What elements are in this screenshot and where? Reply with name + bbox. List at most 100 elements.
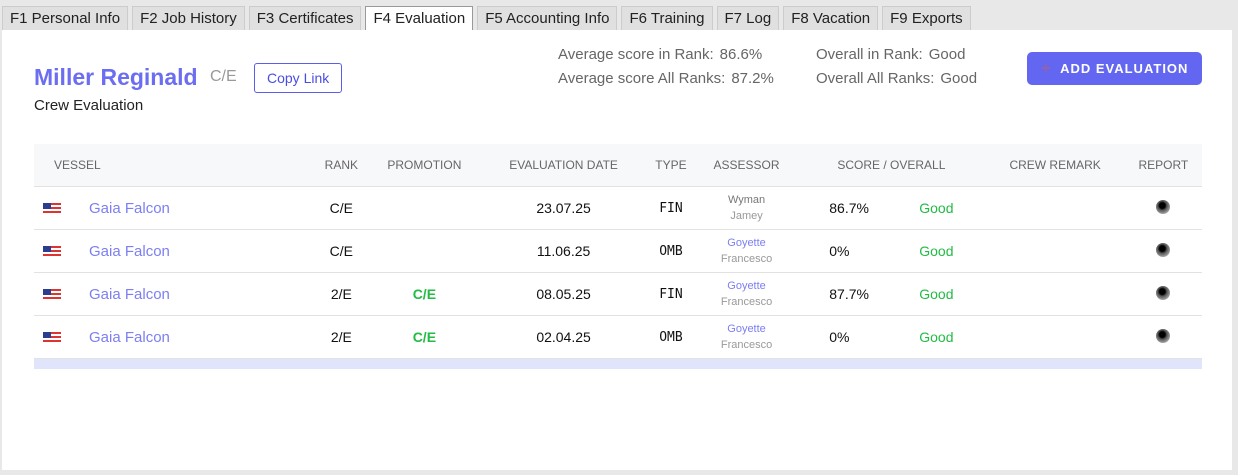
eye-icon[interactable]	[1156, 199, 1171, 214]
tab-f2[interactable]: F2 Job History	[132, 6, 245, 31]
score-cell: 87.7% Good	[797, 272, 986, 316]
type-cell: FIN	[646, 186, 696, 230]
tab-f3[interactable]: F3 Certificates	[248, 6, 362, 31]
footer-bar	[34, 358, 1202, 369]
assessor-first-name: Francesco	[720, 253, 773, 265]
score-cell: 0% Good	[797, 229, 986, 273]
type-cell: OMB	[646, 229, 696, 273]
assessor-last-name: Goyette	[727, 280, 766, 292]
vessel-link[interactable]: Gaia Falcon	[89, 242, 170, 260]
score-value: 86.7%	[829, 200, 869, 216]
vessel-cell: Gaia Falcon	[34, 186, 315, 230]
assessor-cell: Goyette Francesco	[695, 272, 798, 316]
table-row: Gaia Falcon 2/E C/E 02.04.25 OMB Goyette…	[34, 315, 1202, 359]
column-header-type: TYPE	[646, 144, 696, 187]
assessor-first-name: Francesco	[720, 339, 773, 351]
promotion-cell	[367, 186, 482, 230]
overall-all: Overall All Ranks: Good	[816, 70, 977, 87]
column-header-rank: RANK	[315, 144, 368, 187]
column-header-vessel: VESSEL	[34, 144, 315, 187]
overall-value: Good	[919, 286, 954, 302]
date-cell: 23.07.25	[481, 186, 647, 230]
tab-f6[interactable]: F6 Training	[621, 6, 713, 31]
vessel-link[interactable]: Gaia Falcon	[89, 199, 170, 217]
assessor-first-name: Francesco	[720, 296, 773, 308]
assessor-cell: Wyman Jamey	[695, 186, 798, 230]
table-row: Gaia Falcon 2/E C/E 08.05.25 FIN Goyette…	[34, 272, 1202, 316]
rank-cell: C/E	[315, 186, 368, 230]
score-cell: 86.7% Good	[797, 186, 986, 230]
overall-all-label: Overall All Ranks:	[816, 70, 935, 87]
page-subtitle: Crew Evaluation	[34, 97, 144, 114]
flag-icon	[43, 331, 61, 344]
assessor-cell: Goyette Francesco	[695, 229, 798, 273]
tab-f9[interactable]: F9 Exports	[882, 6, 971, 31]
plus-icon: +	[1040, 58, 1053, 78]
vessel-cell: Gaia Falcon	[34, 272, 315, 316]
type-cell: OMB	[646, 315, 696, 359]
crew-name: Miller Reginald	[34, 64, 198, 90]
flag-icon	[43, 245, 61, 258]
score-value: 0%	[829, 243, 850, 259]
crew-remark-cell	[985, 229, 1125, 273]
report-cell	[1124, 229, 1202, 273]
type-cell: FIN	[646, 272, 696, 316]
rank-cell: 2/E	[315, 315, 368, 359]
score-value: 87.7%	[829, 286, 869, 302]
promotion-cell: C/E	[367, 315, 482, 359]
tab-f4[interactable]: F4 Evaluation	[365, 6, 474, 31]
avg-score-all: Average score All Ranks: 87.2%	[558, 70, 774, 87]
column-header-promotion: PROMOTION	[367, 144, 482, 187]
overall-all-value: Good	[940, 70, 978, 87]
overall-value: Good	[919, 243, 954, 259]
table-footer	[34, 358, 1202, 369]
crew-rank: C/E	[210, 68, 237, 85]
table-row: Gaia Falcon C/E 23.07.25 FIN Wyman Jamey …	[34, 186, 1202, 230]
avg-rank-value: 86.6%	[719, 46, 763, 63]
crew-remark-cell	[985, 315, 1125, 359]
vessel-link[interactable]: Gaia Falcon	[89, 328, 170, 346]
eye-icon[interactable]	[1156, 242, 1171, 257]
assessor-last-name: Goyette	[727, 323, 766, 335]
flag-icon	[43, 202, 61, 215]
copy-link-button[interactable]: Copy Link	[254, 63, 343, 93]
column-header-crew-remark: CREW REMARK	[985, 144, 1125, 187]
overall-rank-value: Good	[928, 46, 966, 63]
report-cell	[1124, 272, 1202, 316]
report-cell	[1124, 186, 1202, 230]
assessor-last-name: Wyman	[727, 194, 766, 206]
tab-f5[interactable]: F5 Accounting Info	[477, 6, 618, 31]
report-cell	[1124, 315, 1202, 359]
add-evaluation-button[interactable]: + ADD EVALUATION	[1027, 52, 1202, 85]
eye-icon[interactable]	[1156, 285, 1171, 300]
column-header-assessor: ASSESSOR	[695, 144, 798, 187]
avg-score-rank: Average score in Rank: 86.6%	[558, 46, 762, 63]
vessel-cell: Gaia Falcon	[34, 315, 315, 359]
score-cell: 0% Good	[797, 315, 986, 359]
date-cell: 11.06.25	[481, 229, 647, 273]
overall-rank-label: Overall in Rank:	[816, 46, 923, 63]
assessor-cell: Goyette Francesco	[695, 315, 798, 359]
crew-remark-cell	[985, 272, 1125, 316]
evaluation-table: VESSEL RANK PROMOTION EVALUATION DATE TYPE AS…	[34, 144, 1202, 369]
vessel-link[interactable]: Gaia Falcon	[89, 285, 170, 303]
promotion-cell	[367, 229, 482, 273]
overall-value: Good	[919, 329, 954, 345]
assessor-first-name: Jamey	[730, 210, 763, 222]
column-header-report: REPORT	[1124, 144, 1202, 187]
rank-cell: C/E	[315, 229, 368, 273]
tab-f7[interactable]: F7 Log	[716, 6, 780, 31]
tab-bar: F1 Personal Info F2 Job History F3 Certifi…	[2, 6, 971, 31]
rank-cell: 2/E	[315, 272, 368, 316]
date-cell: 02.04.25	[481, 315, 647, 359]
eye-icon[interactable]	[1156, 328, 1171, 343]
tab-f8[interactable]: F8 Vacation	[783, 6, 879, 31]
avg-all-value: 87.2%	[731, 70, 774, 87]
add-evaluation-label: ADD EVALUATION	[1060, 61, 1189, 76]
vessel-cell: Gaia Falcon	[34, 229, 315, 273]
tab-f1[interactable]: F1 Personal Info	[2, 6, 129, 31]
date-cell: 08.05.25	[481, 272, 647, 316]
crew-remark-cell	[985, 186, 1125, 230]
flag-icon	[43, 288, 61, 301]
table-row: Gaia Falcon C/E 11.06.25 OMB Goyette Fran…	[34, 229, 1202, 273]
